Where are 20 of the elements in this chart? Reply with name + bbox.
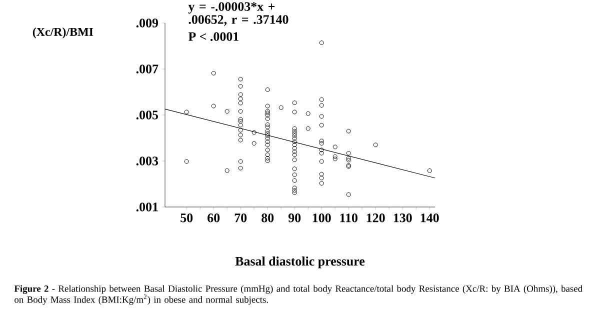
y-tick-label: .005	[136, 110, 158, 120]
text: Figure 2 - Relationship between Basal Diastolic Pressure (mmHg) and total body Reactance/total body Resistance (Xc/R: by BIA (Ohms)), based on Body Mass Index (BMI:Kg/m$^{2}$) in obese and normal subjects.	[14, 285, 582, 305]
x-tick-label: 50	[180, 214, 193, 222]
x-tick-label: 70	[234, 214, 247, 222]
annotation: P < .0001	[188, 32, 238, 41]
x-tick-label: 90	[288, 214, 301, 222]
y-axis-title: (Xc/R)/BMI	[32, 28, 94, 38]
x-tick-label: 110	[340, 214, 358, 222]
x-tick-label: 130	[394, 214, 412, 222]
x-tick-label: 100	[312, 214, 331, 222]
x-axis-title: Basal diastolic pressure	[235, 256, 365, 268]
y-tick-label: .009	[136, 18, 158, 28]
annotation: y = -.00003*x + .00652, r = .37140	[188, 2, 288, 26]
x-tick-label: 140	[420, 214, 439, 222]
x-tick-label: 120	[366, 214, 385, 222]
y-tick-label: .001	[136, 202, 158, 212]
y-tick-label: .003	[136, 156, 158, 166]
y-tick-label: .007	[136, 64, 158, 74]
x-tick-label: 60	[208, 214, 220, 222]
x-tick-label: 80	[262, 214, 274, 222]
